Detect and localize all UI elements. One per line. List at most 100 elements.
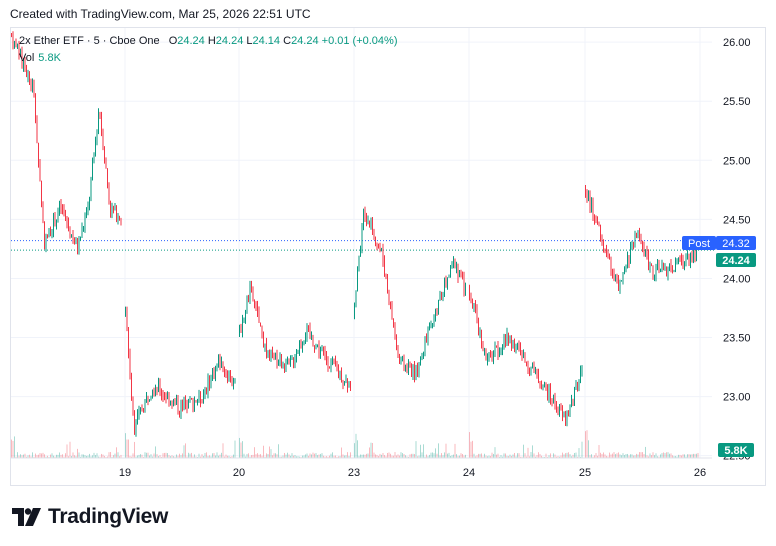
- volume-bar: [99, 456, 101, 458]
- volume-bar: [74, 455, 75, 458]
- volume-bar: [303, 455, 305, 458]
- volume-bar: [569, 454, 571, 458]
- volume-bar: [170, 456, 171, 458]
- volume-bar: [566, 452, 568, 458]
- volume-bar: [212, 453, 213, 458]
- volume-bar: [462, 454, 463, 458]
- volume-bar: [493, 453, 494, 458]
- volume-bar: [619, 454, 621, 458]
- volume-bar: [347, 452, 348, 458]
- volume-bar: [47, 455, 48, 458]
- volume-bar: [672, 455, 673, 458]
- volume-bar: [329, 455, 330, 458]
- volume-bar: [126, 439, 128, 458]
- volume-bar: [174, 456, 176, 458]
- volume-bar: [252, 454, 254, 458]
- volume-bar: [651, 455, 652, 458]
- volume-bar: [553, 453, 554, 458]
- volume-bar: [45, 456, 47, 458]
- volume-bar: [342, 454, 344, 458]
- volume-bar: [50, 454, 51, 458]
- volume-bar: [108, 452, 110, 458]
- volume-bar: [594, 455, 595, 458]
- volume-bar: [646, 455, 648, 458]
- volume-bar: [69, 441, 71, 458]
- volume-bar: [138, 454, 140, 458]
- volume-bar: [527, 447, 529, 458]
- volume-bar: [200, 456, 201, 458]
- volume-bar: [696, 453, 697, 458]
- volume-bar: [264, 456, 266, 458]
- volume-bar: [141, 454, 143, 458]
- volume-bar: [484, 453, 485, 458]
- volume-bar: [81, 454, 83, 458]
- volume-bar: [80, 456, 81, 458]
- volume-bar: [176, 454, 177, 458]
- volume-bar: [89, 453, 90, 458]
- volume-bar: [111, 456, 113, 458]
- volume-bar: [406, 456, 408, 458]
- volume-bar: [324, 456, 326, 458]
- volume-bar: [261, 455, 263, 458]
- volume-bar: [62, 454, 63, 458]
- volume-bar: [465, 454, 466, 458]
- post-label-bg: [682, 236, 716, 250]
- volume-bar: [242, 441, 243, 458]
- volume-value: 5.8K: [38, 52, 61, 64]
- volume-bar: [544, 456, 545, 458]
- volume-bar: [95, 455, 96, 458]
- volume-bar: [694, 453, 696, 458]
- volume-bar: [332, 452, 333, 458]
- volume-bar: [281, 456, 282, 458]
- tradingview-logo[interactable]: TradingView: [12, 505, 168, 529]
- volume-bar: [191, 452, 192, 458]
- volume-bar: [192, 456, 194, 458]
- volume-bar: [478, 453, 479, 458]
- volume-bar: [105, 456, 107, 458]
- volume-label: Vol: [19, 52, 35, 64]
- change-value: +0.01 (+0.04%): [321, 35, 398, 47]
- symbol-title[interactable]: 2x Ether ETF · 5 · Cboe One: [19, 35, 160, 47]
- volume-bar: [444, 452, 445, 458]
- volume-bar: [369, 447, 370, 458]
- volume-bar: [381, 454, 382, 458]
- volume-bar: [384, 455, 385, 458]
- y-tick-label: 23.00: [723, 392, 751, 404]
- y-tick-label: 24.00: [723, 273, 751, 285]
- volume-bar: [530, 452, 532, 458]
- volume-bar: [290, 455, 291, 458]
- volume-bar: [188, 452, 189, 458]
- volume-bar: [418, 455, 420, 458]
- volume-bar: [327, 456, 329, 458]
- volume-bar: [667, 452, 669, 458]
- x-tick-label: 24: [463, 467, 475, 479]
- volume-bar: [335, 455, 336, 458]
- volume-bar: [631, 454, 633, 458]
- volume-bar: [150, 454, 152, 458]
- volume-bar: [131, 456, 132, 458]
- volume-bar: [195, 456, 197, 458]
- volume-bar: [551, 456, 553, 458]
- volume-bar: [675, 456, 676, 458]
- volume-bar: [102, 454, 104, 458]
- volume-bar: [278, 444, 279, 458]
- volume-bar: [499, 456, 500, 458]
- volume-bar: [532, 445, 533, 458]
- volume-bar: [488, 455, 490, 458]
- volume-bar: [412, 453, 414, 458]
- volume-bar: [387, 452, 388, 458]
- volume-bar: [23, 454, 24, 458]
- volume-bar: [673, 456, 675, 458]
- volume-bar: [90, 456, 92, 458]
- volume-bar: [666, 452, 667, 458]
- volume-bar: [382, 452, 384, 458]
- volume-bar: [654, 455, 655, 458]
- volume-bar: [66, 444, 68, 458]
- volume-bar: [336, 456, 338, 458]
- volume-bar: [511, 455, 512, 458]
- volume-bar: [514, 452, 515, 458]
- high-value: 24.24: [215, 35, 244, 47]
- volume-bar: [338, 456, 339, 458]
